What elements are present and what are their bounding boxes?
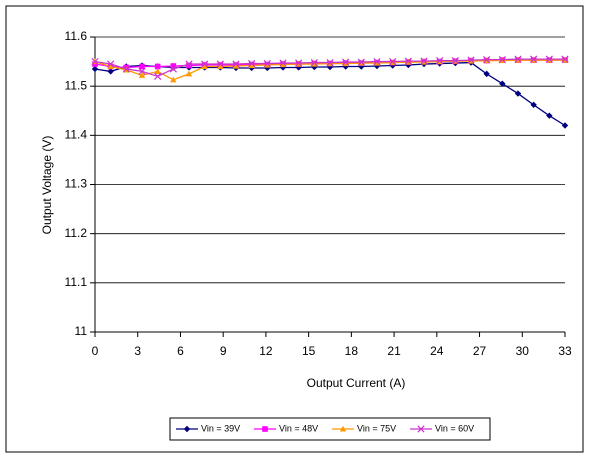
marker (248, 62, 255, 69)
marker (561, 122, 569, 129)
marker (201, 63, 208, 70)
marker (154, 72, 162, 80)
marker (436, 56, 444, 65)
marker (404, 57, 412, 65)
marker (279, 61, 287, 68)
marker (185, 70, 193, 77)
marker (498, 55, 506, 64)
marker (263, 59, 271, 68)
marker (311, 60, 318, 67)
marker (514, 55, 522, 63)
marker (561, 55, 569, 63)
legend-box (169, 417, 491, 441)
marker (310, 58, 318, 67)
y-axis-label: Output Voltage (V) (40, 136, 54, 235)
marker (483, 70, 490, 78)
marker (467, 56, 475, 64)
marker (232, 62, 240, 69)
x-tick-label: 21 (387, 344, 401, 358)
legend-label: Vin = 48V (279, 423, 318, 433)
marker (499, 80, 506, 87)
marker (201, 60, 209, 68)
x-tick-label: 6 (177, 344, 184, 358)
marker (417, 425, 425, 433)
marker (122, 65, 130, 73)
marker (545, 55, 553, 63)
legend: Vin = 39V Vin = 48V Vin = 75V Vin = 60V (176, 423, 474, 433)
marker (107, 60, 115, 68)
x-tick-label: 3 (134, 344, 141, 358)
marker (279, 59, 287, 67)
marker (216, 60, 224, 68)
marker (357, 58, 365, 66)
marker (339, 425, 347, 432)
x-tick-label: 12 (259, 344, 273, 358)
legend-label: Vin = 75V (357, 423, 396, 433)
marker (91, 57, 99, 66)
marker (342, 60, 349, 67)
x-tick-label: 9 (220, 344, 227, 358)
marker (138, 67, 146, 76)
x-tick-label: 18 (345, 344, 359, 358)
marker (183, 425, 191, 433)
marker (154, 63, 161, 70)
marker (107, 63, 114, 70)
marker (139, 63, 145, 70)
marker (373, 59, 381, 66)
legend-label: Vin = 60V (435, 423, 474, 433)
marker (232, 60, 240, 68)
marker (217, 63, 224, 70)
y-tick-label: 11.4 (65, 128, 88, 142)
y-tick-label: 11.2 (65, 226, 88, 240)
chart-frame (5, 5, 584, 453)
marker (262, 426, 268, 432)
marker (138, 72, 146, 78)
marker (451, 56, 459, 65)
y-tick-label: 11.3 (65, 177, 88, 191)
marker (546, 112, 553, 119)
marker (169, 65, 177, 73)
marker (295, 59, 303, 67)
marker (326, 58, 334, 67)
marker (170, 63, 177, 69)
x-tick-label: 0 (92, 344, 99, 358)
y-tick-label: 11.1 (65, 275, 88, 289)
marker (185, 60, 193, 68)
x-tick-label: 30 (516, 344, 530, 358)
y-tick-label: 11 (75, 324, 88, 338)
marker (530, 55, 538, 63)
marker (107, 68, 114, 75)
marker (186, 62, 192, 69)
legend-label: Vin = 39V (201, 423, 240, 433)
x-tick-label: 15 (302, 344, 316, 358)
marker (170, 76, 177, 83)
marker (248, 59, 256, 68)
marker (373, 57, 381, 66)
x-tick-label: 27 (473, 344, 487, 358)
x-tick-label: 24 (430, 344, 444, 358)
x-tick-label: 33 (558, 344, 572, 358)
marker (389, 57, 397, 66)
marker (530, 101, 537, 109)
marker (154, 68, 161, 74)
marker (264, 61, 271, 68)
marker (420, 57, 428, 65)
y-tick-label: 11.5 (65, 78, 88, 92)
y-tick-label: 11.6 (65, 29, 88, 43)
x-axis-label: Output Current (A) (307, 376, 406, 390)
marker (483, 55, 491, 64)
marker (342, 58, 350, 66)
marker (514, 90, 522, 97)
marker (91, 65, 99, 73)
